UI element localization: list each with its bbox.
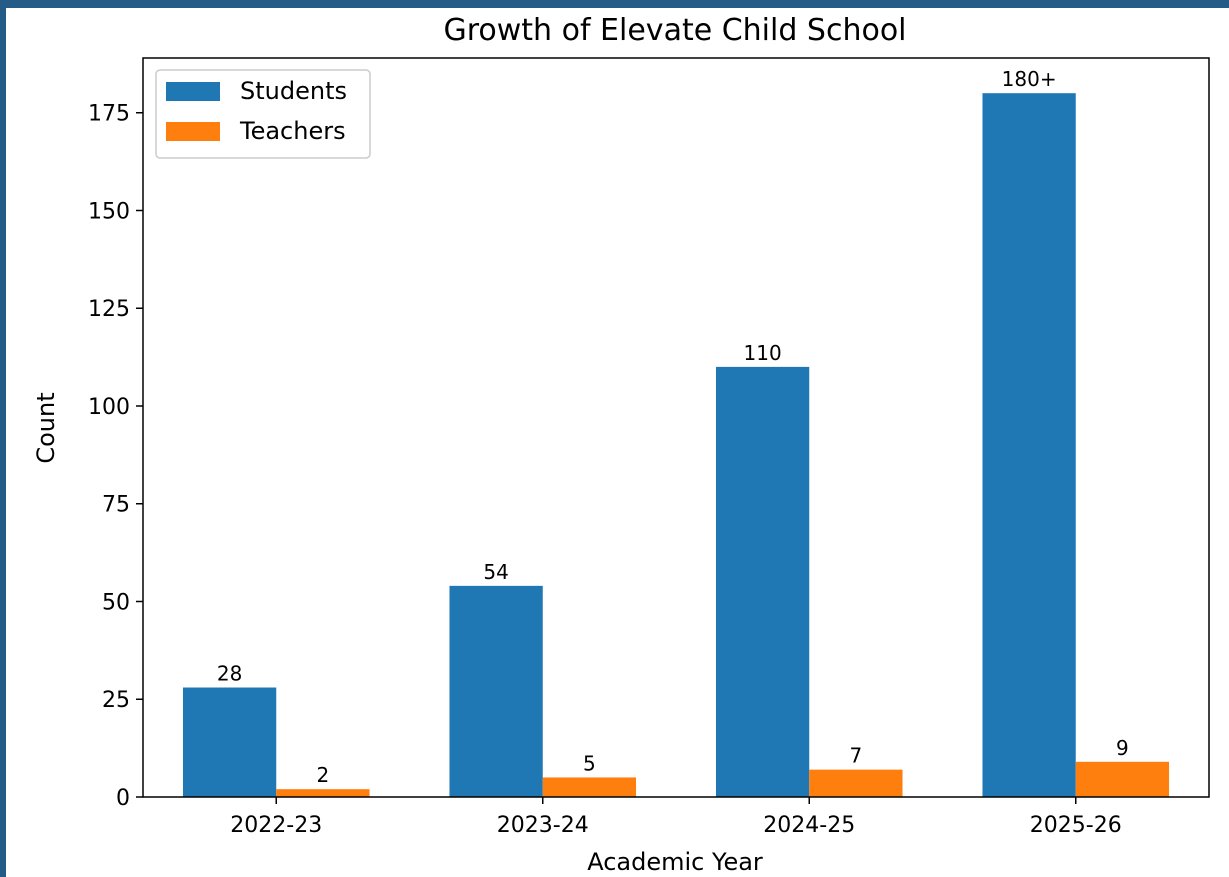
bar-students-2025-26 [982,93,1076,797]
bars-group [182,93,1170,797]
bar-teachers-2023-24 [542,777,637,797]
bar-label-teachers-2025-26: 9 [1116,736,1129,760]
legend-swatch-teachers [166,122,220,141]
y-tick-label-25: 25 [102,688,130,713]
y-tick-label-100: 100 [88,395,130,420]
bar-label-teachers-2023-24: 5 [583,751,596,775]
bar-label-teachers-2024-25: 7 [850,744,863,768]
x-axis-label: Academic Year [587,848,763,876]
x-tick-label-2024-25: 2024-25 [763,813,855,838]
x-tick-label-2025-26: 2025-26 [1030,813,1122,838]
y-tick-label-150: 150 [88,199,130,224]
x-axis: 2022-23 2023-24 2024-25 2025-26 [230,797,1122,838]
bar-teachers-2022-23 [276,789,370,797]
bar-students-2024-25 [715,366,810,797]
y-axis: 0 25 50 75 100 125 150 175 [88,102,143,811]
bar-labels-group: 28 54 110 180+ 2 5 7 9 [217,67,1129,787]
legend-swatch-students [166,82,220,101]
y-tick-label-50: 50 [102,590,130,615]
bar-teachers-2024-25 [809,769,903,797]
legend-label-teachers: Teachers [239,117,346,145]
bar-students-2023-24 [449,585,543,797]
bar-label-students-2022-23: 28 [217,662,242,686]
x-tick-label-2022-23: 2022-23 [230,813,322,838]
y-tick-label-175: 175 [88,102,130,127]
x-tick-label-2023-24: 2023-24 [497,813,589,838]
bar-label-students-2025-26: 180+ [1002,67,1057,91]
y-tick-label-125: 125 [88,297,130,322]
y-tick-label-0: 0 [116,786,130,811]
figure-canvas: Growth of Elevate Child School 28 54 110 18… [6,8,1229,877]
plot-area-frame [142,57,1210,798]
legend-label-students: Students [240,77,347,105]
bar-chart: Growth of Elevate Child School 28 54 110 18… [32,13,1210,876]
bar-students-2022-23 [182,687,277,797]
bar-label-teachers-2022-23: 2 [317,763,330,787]
bar-label-students-2023-24: 54 [483,560,508,584]
legend-items: Students Teachers [166,77,347,145]
y-axis-label: Count [32,392,60,463]
legend: Students Teachers [155,69,371,159]
bar-teachers-2025-26 [1075,761,1170,797]
chart-title: Growth of Elevate Child School [443,13,906,48]
bar-label-students-2024-25: 110 [744,341,782,365]
y-tick-label-75: 75 [102,493,130,518]
